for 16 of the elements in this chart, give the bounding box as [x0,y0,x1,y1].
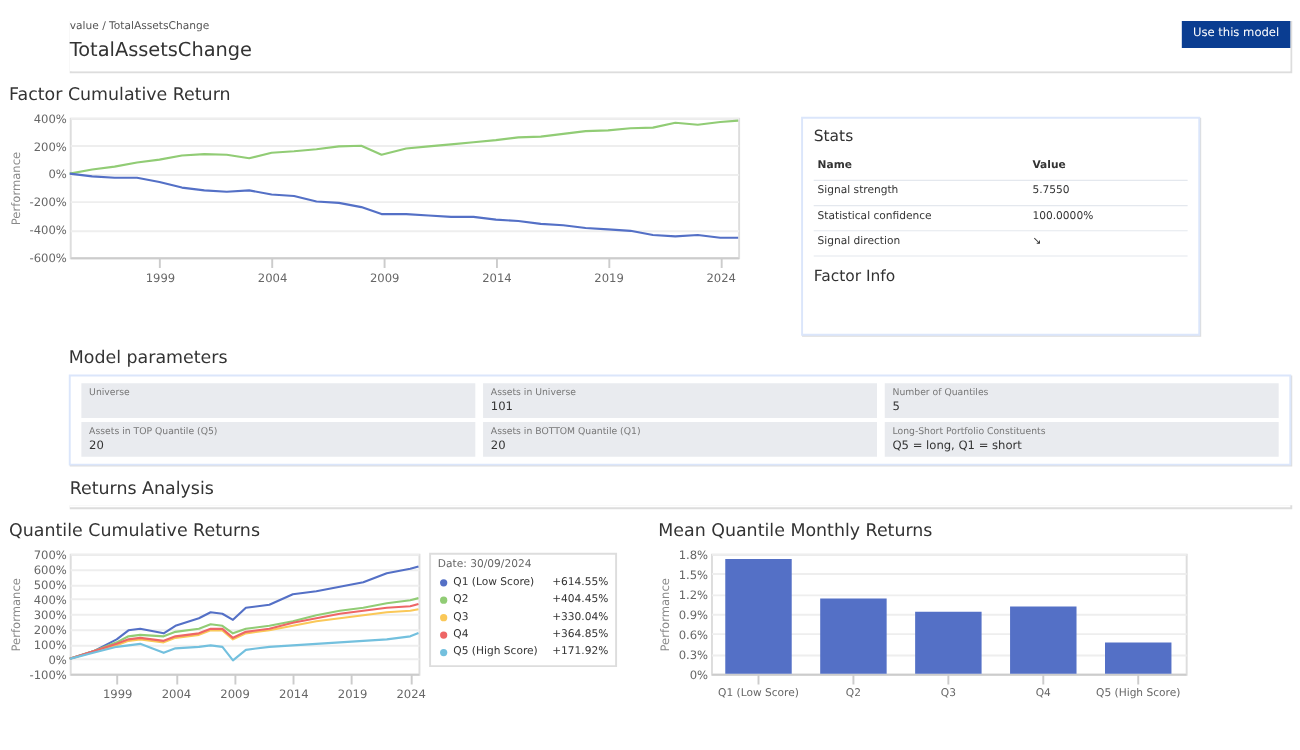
chart-title: Quantile Cumulative Returns [9,522,261,543]
text: Returns Analysis [69,479,215,500]
chart-title: Mean Quantile Monthly Returns [658,522,934,543]
bar [820,598,887,674]
line-series [68,631,420,662]
bar [725,559,792,674]
bar [915,611,982,674]
text: TotalAssetsChange [67,39,253,62]
chart-title: Factor Cumulative Return [9,86,231,107]
line-series [68,119,740,175]
line-series [68,172,740,239]
bar [1105,642,1172,674]
text: Factor Info [813,266,896,285]
bar [1010,606,1077,674]
text: Stats [813,127,854,146]
text: Model parameters [68,348,229,369]
